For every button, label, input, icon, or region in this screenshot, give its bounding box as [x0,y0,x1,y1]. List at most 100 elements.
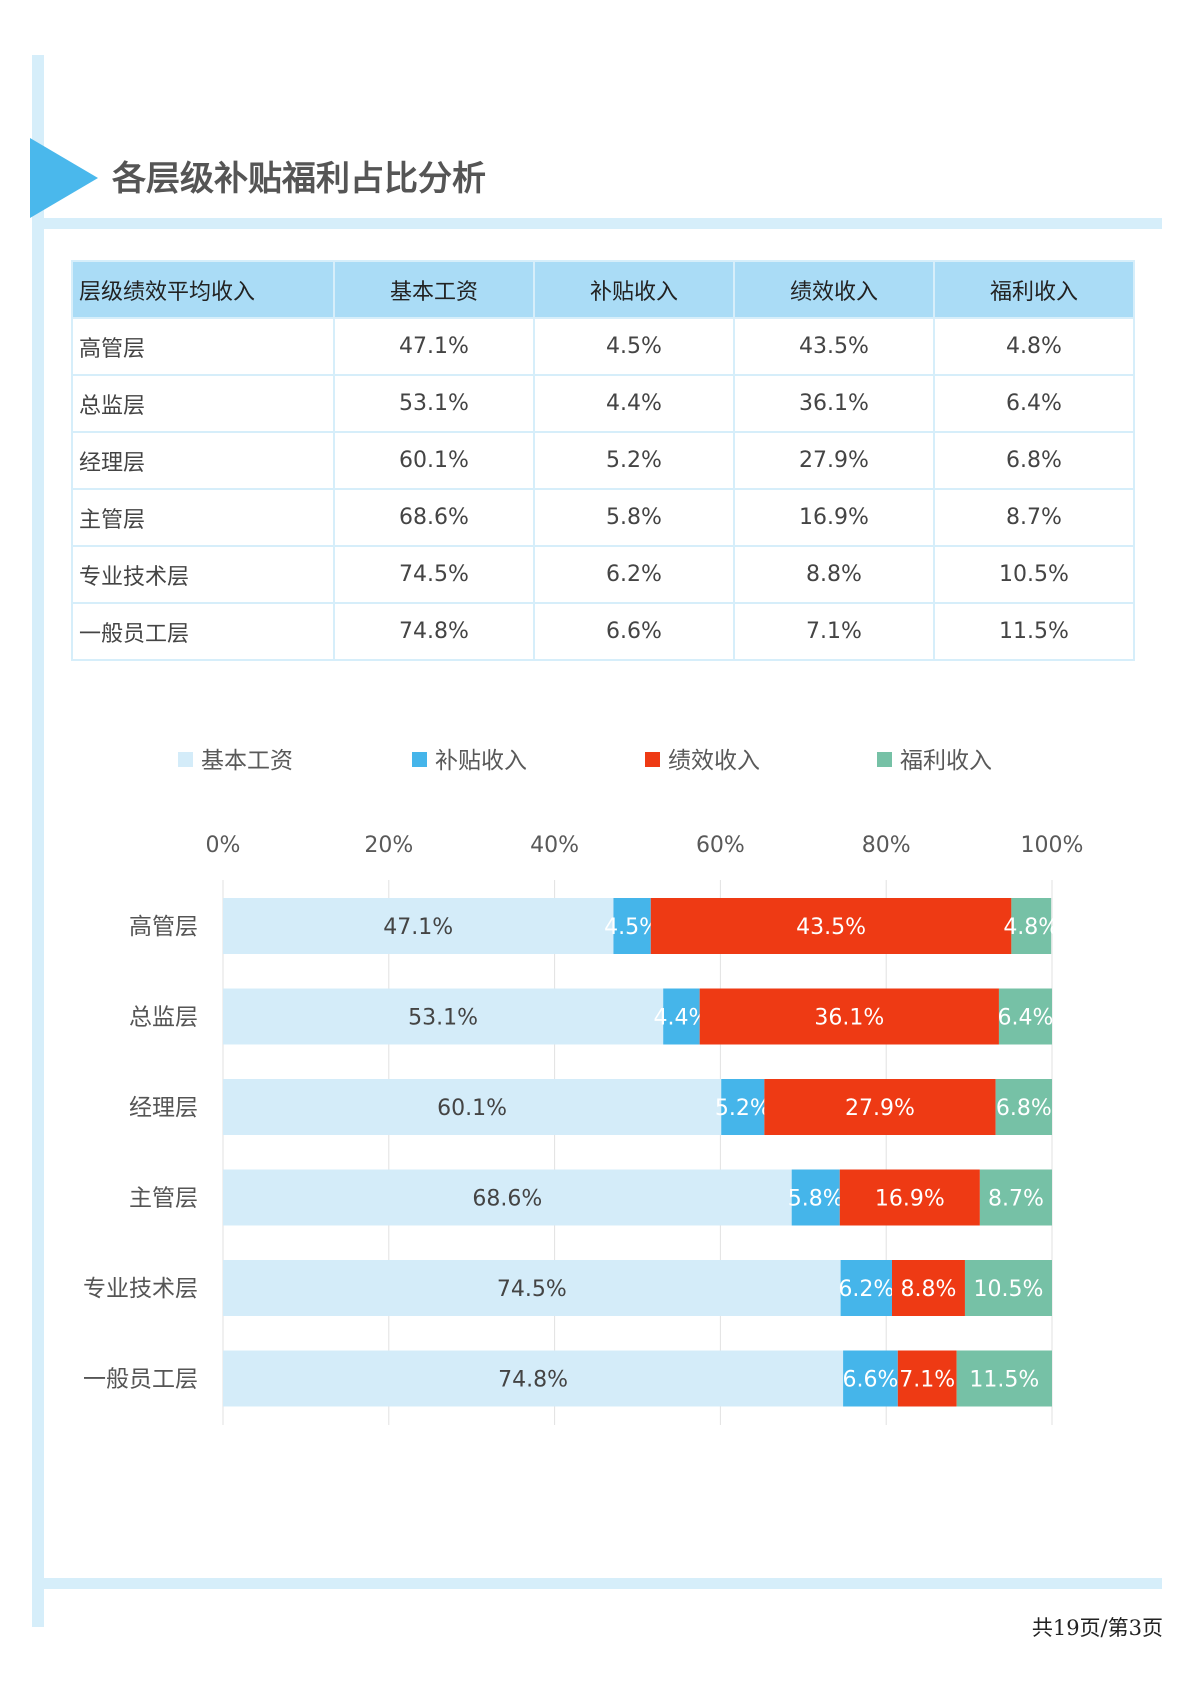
bar-segment [839,1169,980,1226]
legend-swatch [645,752,660,767]
bar-segment [892,1260,965,1316]
bar-segment [897,1350,957,1407]
table-row: 高管层 47.1% 4.5% 43.5% 4.8% [71,317,1135,376]
legend-swatch [877,752,892,767]
data-label: 11.5% [969,1368,1039,1393]
bar-segment [998,988,1052,1045]
bar-segment [223,898,614,954]
category-label: 一般员工层 [83,1367,198,1393]
bar-segment [764,1079,996,1135]
table-cell: 74.8% [333,602,535,661]
table-cell: 7.1% [733,602,935,661]
data-label: 8.7% [988,1187,1044,1212]
data-label: 10.5% [974,1277,1044,1302]
data-label: 6.4% [998,1006,1054,1031]
table-row: 主管层 68.6% 5.8% 16.9% 8.7% [71,488,1135,547]
table-row: 专业技术层 74.5% 6.2% 8.8% 10.5% [71,545,1135,604]
data-label: 47.1% [383,915,453,940]
bar-segment [223,1350,844,1407]
bar-segment [721,1079,765,1135]
table-cell: 6.6% [533,602,735,661]
left-decor-bar [32,55,44,1627]
data-label: 8.8% [901,1277,957,1302]
data-label: 60.1% [437,1096,507,1121]
bar-segment [223,988,664,1045]
data-label: 27.9% [845,1096,915,1121]
table-header-row: 层级绩效平均收入 基本工资 补贴收入 绩效收入 福利收入 [71,260,1135,319]
legend-label: 绩效收入 [668,748,760,774]
table-cell: 4.5% [533,317,735,376]
data-label: 16.9% [875,1187,945,1212]
legend-label: 基本工资 [201,748,293,774]
table-cell: 5.2% [533,431,735,490]
table-cell: 36.1% [733,374,935,433]
x-tick-label: 40% [530,833,579,858]
table-cell: 8.7% [933,488,1135,547]
category-label: 专业技术层 [83,1276,198,1302]
table-cell: 27.9% [733,431,935,490]
data-label: 5.8% [788,1187,844,1212]
table-cell: 5.8% [533,488,735,547]
page-title: 各层级补贴福利占比分析 [112,159,486,199]
column-header: 层级绩效平均收入 [71,260,335,319]
bar-segment [223,1260,841,1316]
column-header: 基本工资 [333,260,535,319]
table-cell: 16.9% [733,488,935,547]
legend-swatch [178,752,193,767]
data-label: 43.5% [796,915,866,940]
x-tick-label: 20% [364,833,413,858]
category-label: 主管层 [129,1186,198,1212]
x-tick-label: 0% [206,833,241,858]
table-cell: 6.4% [933,374,1135,433]
bar-segment [663,988,700,1045]
category-label: 经理层 [129,1095,198,1121]
table-cell: 4.4% [533,374,735,433]
legend-label: 补贴收入 [435,748,527,774]
data-label: 7.1% [899,1368,955,1393]
table-cell: 47.1% [333,317,535,376]
title-arrow-icon [30,138,98,218]
table-cell: 6.2% [533,545,735,604]
x-tick-label: 60% [696,833,745,858]
table-cell: 一般员工层 [71,602,335,661]
x-tick-label: 100% [1021,833,1084,858]
table-cell: 4.8% [933,317,1135,376]
table-cell: 60.1% [333,431,535,490]
table-cell: 10.5% [933,545,1135,604]
bar-segment [956,1350,1052,1407]
bar-segment [223,1169,792,1226]
footer-divider [32,1578,1162,1589]
category-label: 高管层 [129,914,198,940]
data-label: 53.1% [408,1006,478,1031]
data-label: 6.2% [838,1277,894,1302]
table-row: 一般员工层 74.8% 6.6% 7.1% 11.5% [71,602,1135,661]
data-label: 74.8% [498,1368,568,1393]
page-number: 共19页/第3页 [1031,1616,1163,1640]
table-cell: 主管层 [71,488,335,547]
category-label: 总监层 [129,1005,198,1031]
x-tick-label: 80% [862,833,911,858]
table-cell: 43.5% [733,317,935,376]
table-cell: 专业技术层 [71,545,335,604]
legend-label: 福利收入 [900,748,992,774]
data-label: 74.5% [497,1277,567,1302]
table-cell: 高管层 [71,317,335,376]
bar-segment [843,1350,898,1407]
data-label: 4.8% [1003,915,1059,940]
data-table: 层级绩效平均收入 基本工资 补贴收入 绩效收入 福利收入 高管层 47.1% 4… [71,260,1135,661]
bar-segment [613,898,651,954]
table-row: 经理层 60.1% 5.2% 27.9% 6.8% [71,431,1135,490]
table-cell: 53.1% [333,374,535,433]
legend-swatch [412,752,427,767]
bar-segment [964,1260,1052,1316]
table-cell: 总监层 [71,374,335,433]
header-divider [32,218,1162,229]
data-label: 6.6% [842,1368,898,1393]
data-label: 6.8% [996,1096,1052,1121]
data-label: 5.2% [715,1096,771,1121]
bar-segment [650,898,1012,954]
bar-segment [1011,898,1052,954]
bar-segment [979,1169,1052,1226]
bar-segment [791,1169,840,1226]
